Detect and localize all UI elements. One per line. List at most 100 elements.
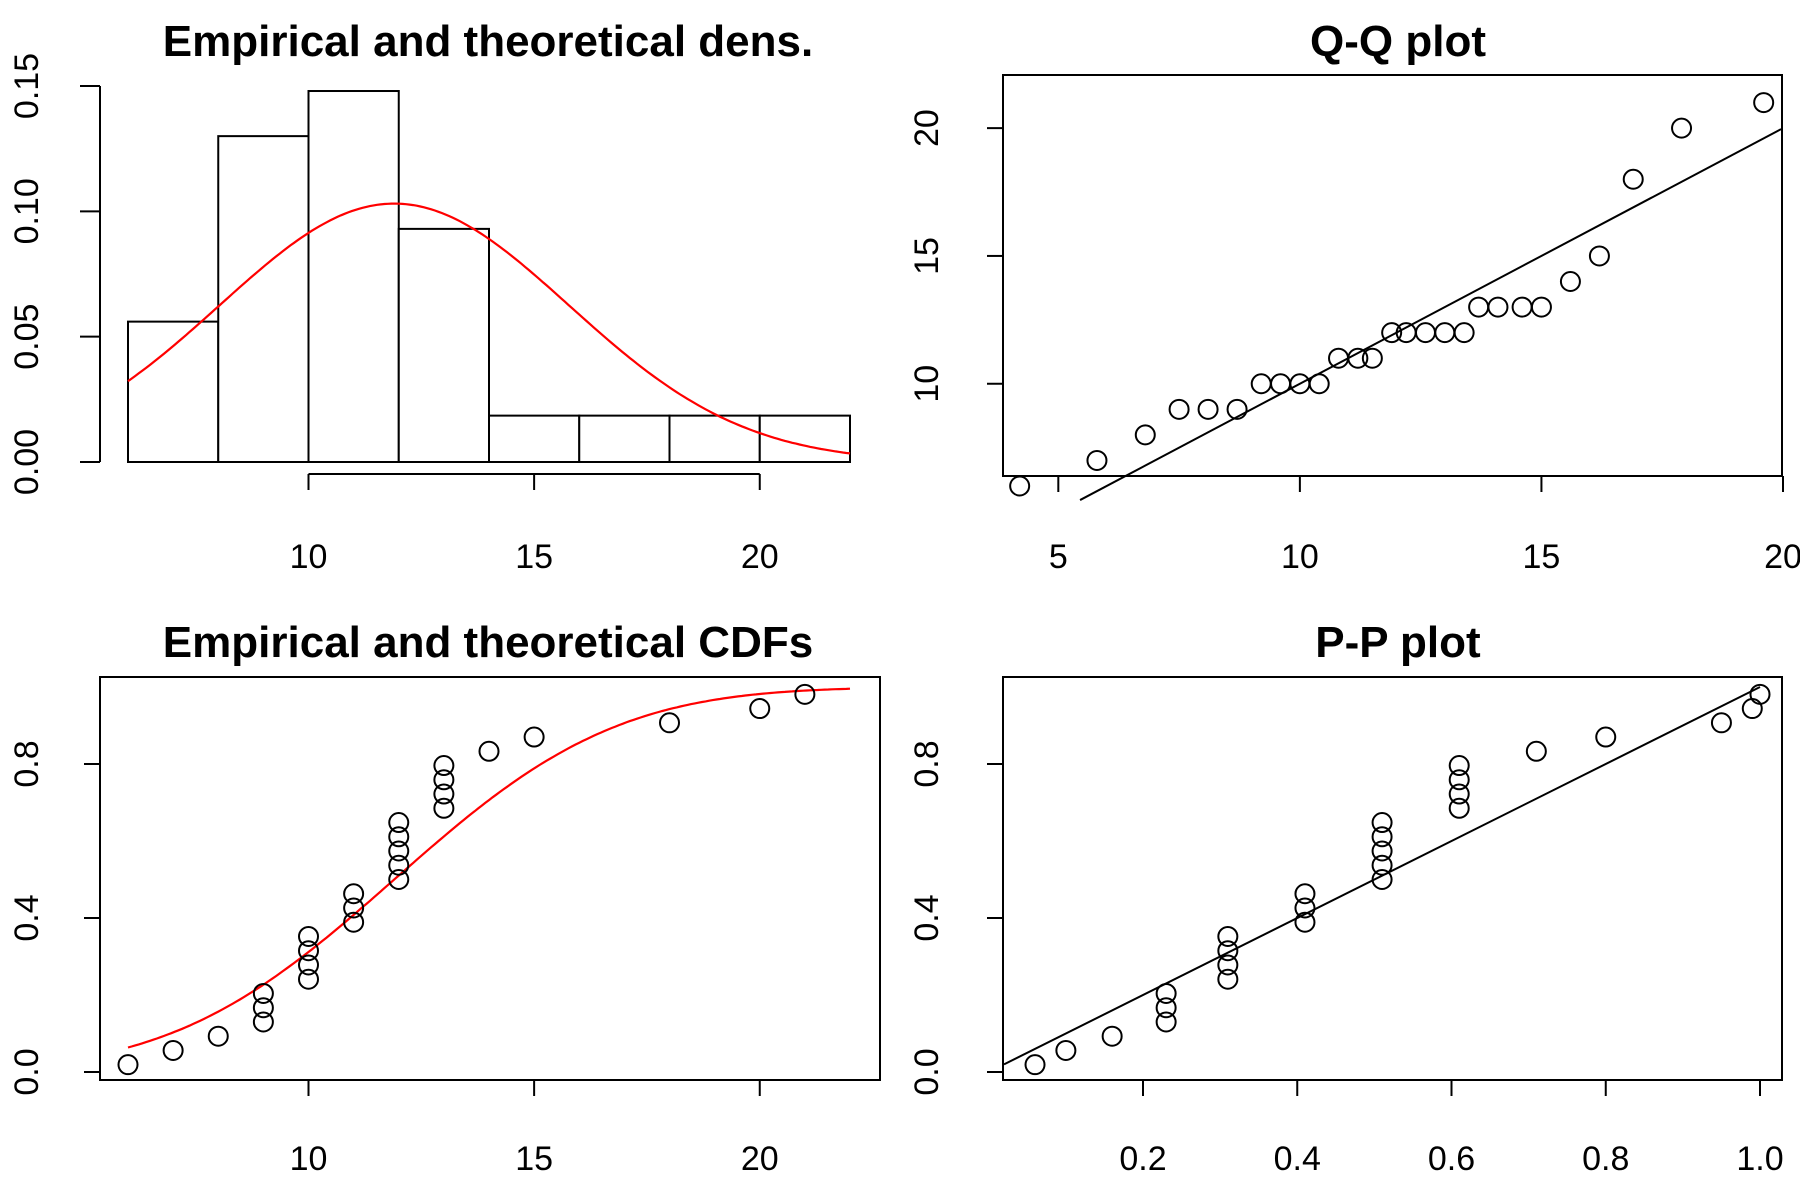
- data-point: [1595, 726, 1617, 748]
- qq-plot-box: [1002, 74, 1783, 477]
- data-point: [1101, 1025, 1123, 1047]
- density-title: Empirical and theoretical dens.: [163, 17, 813, 66]
- histogram-bar: [758, 414, 851, 464]
- pp-x-tick: 0.6: [1428, 1140, 1475, 1178]
- panel-cdf: Empirical and theoretical CDFs 10 15 20 …: [8, 618, 881, 1178]
- panel-pp: P-P plot 0.2 0.4 0.6 0.8 1.0 0.0 0.4 0.8: [908, 618, 1784, 1178]
- data-point: [1155, 997, 1177, 1019]
- density-bars: [127, 90, 851, 464]
- pp-x-tick: 1.0: [1736, 1140, 1783, 1178]
- data-point: [1294, 883, 1316, 905]
- data-point: [298, 954, 319, 976]
- data-point: [1347, 347, 1369, 369]
- data-point: [388, 869, 410, 890]
- data-point: [1226, 398, 1248, 420]
- data-point: [162, 1039, 184, 1061]
- data-point: [1217, 925, 1239, 947]
- pp-points: [1024, 683, 1771, 1076]
- data-point: [343, 883, 365, 905]
- data-point: [207, 1025, 229, 1047]
- data-point: [749, 698, 771, 720]
- data-point: [1361, 347, 1383, 369]
- data-point: [1009, 475, 1031, 497]
- data-point: [1448, 769, 1470, 791]
- data-point: [1328, 347, 1350, 369]
- data-point: [1395, 322, 1417, 344]
- data-point: [433, 769, 455, 791]
- qq-y-tick: 20: [908, 109, 946, 147]
- histogram-bar: [217, 135, 310, 463]
- pp-x-axis: 0.2 0.4 0.6 0.8 1.0: [1119, 1079, 1784, 1178]
- data-point: [1414, 322, 1436, 344]
- data-point: [252, 997, 274, 1019]
- data-point: [433, 783, 455, 805]
- data-point: [1381, 322, 1403, 344]
- cdf-points: [117, 683, 816, 1076]
- density-y-axis: 0.00 0.05 0.10 0.15: [8, 53, 101, 495]
- data-point: [1086, 449, 1108, 471]
- pp-y-tick: 0.8: [908, 740, 946, 787]
- data-point: [1155, 1011, 1177, 1033]
- data-point: [1588, 245, 1610, 267]
- cdf-y-axis: 0.0 0.4 0.8: [8, 687, 101, 1096]
- data-point: [343, 897, 365, 919]
- data-point: [1487, 296, 1509, 318]
- data-point: [388, 840, 410, 862]
- cdf-y-tick: 0.4: [8, 894, 46, 941]
- data-point: [433, 797, 455, 819]
- density-y-tick: 0.05: [8, 304, 46, 370]
- data-point: [1671, 117, 1693, 139]
- data-point: [433, 755, 455, 777]
- histogram-bar: [578, 414, 671, 464]
- qq-title: Q-Q plot: [1310, 17, 1486, 66]
- data-point: [1622, 168, 1644, 190]
- qq-points: [1009, 92, 1775, 497]
- density-y-tick: 0.10: [8, 178, 46, 244]
- data-point: [1197, 398, 1219, 420]
- data-point: [1055, 1039, 1077, 1061]
- pp-x-tick: 0.8: [1582, 1140, 1629, 1178]
- histogram-bar: [127, 320, 220, 464]
- data-point: [1371, 869, 1393, 890]
- data-point: [1371, 840, 1393, 862]
- data-point: [1710, 712, 1732, 734]
- histogram-bar: [668, 414, 761, 464]
- pp-y-tick: 0.0: [908, 1048, 946, 1095]
- data-point: [343, 911, 365, 933]
- cdf-x-axis: 10 15 20: [290, 1079, 779, 1178]
- data-point: [1559, 271, 1581, 292]
- density-x-tick: 15: [515, 538, 553, 576]
- data-point: [252, 1011, 274, 1033]
- density-x-tick: 10: [290, 538, 328, 576]
- data-point: [388, 826, 410, 848]
- data-point: [1371, 812, 1393, 834]
- data-point: [252, 982, 274, 1004]
- cdf-y-tick: 0.0: [8, 1048, 46, 1095]
- density-theoretical-curve: [127, 202, 851, 455]
- cdf-plot-box: [99, 676, 881, 1081]
- density-y-tick: 0.15: [8, 53, 46, 119]
- data-point: [1749, 683, 1771, 705]
- pp-x-tick: 0.4: [1274, 1140, 1321, 1178]
- data-point: [1250, 373, 1272, 395]
- data-point: [117, 1054, 139, 1076]
- pp-x-tick: 0.2: [1119, 1140, 1166, 1178]
- data-point: [1308, 373, 1330, 395]
- data-point: [1168, 398, 1190, 420]
- density-x-tick: 20: [741, 538, 779, 576]
- qq-x-tick: 20: [1764, 538, 1800, 576]
- data-point: [1741, 698, 1763, 720]
- data-point: [1155, 982, 1177, 1004]
- qq-y-axis: 10 15 20: [908, 109, 1004, 403]
- data-point: [388, 854, 410, 876]
- data-point: [1217, 968, 1239, 990]
- data-point: [523, 726, 545, 748]
- data-point: [1294, 897, 1316, 919]
- data-point: [1448, 797, 1470, 819]
- cdf-x-tick: 10: [290, 1140, 328, 1178]
- data-point: [659, 712, 680, 734]
- data-point: [298, 968, 319, 990]
- qq-y-tick: 10: [908, 365, 946, 403]
- panel-density: Empirical and theoretical dens. 10 15 20…: [8, 17, 851, 576]
- data-point: [794, 683, 816, 705]
